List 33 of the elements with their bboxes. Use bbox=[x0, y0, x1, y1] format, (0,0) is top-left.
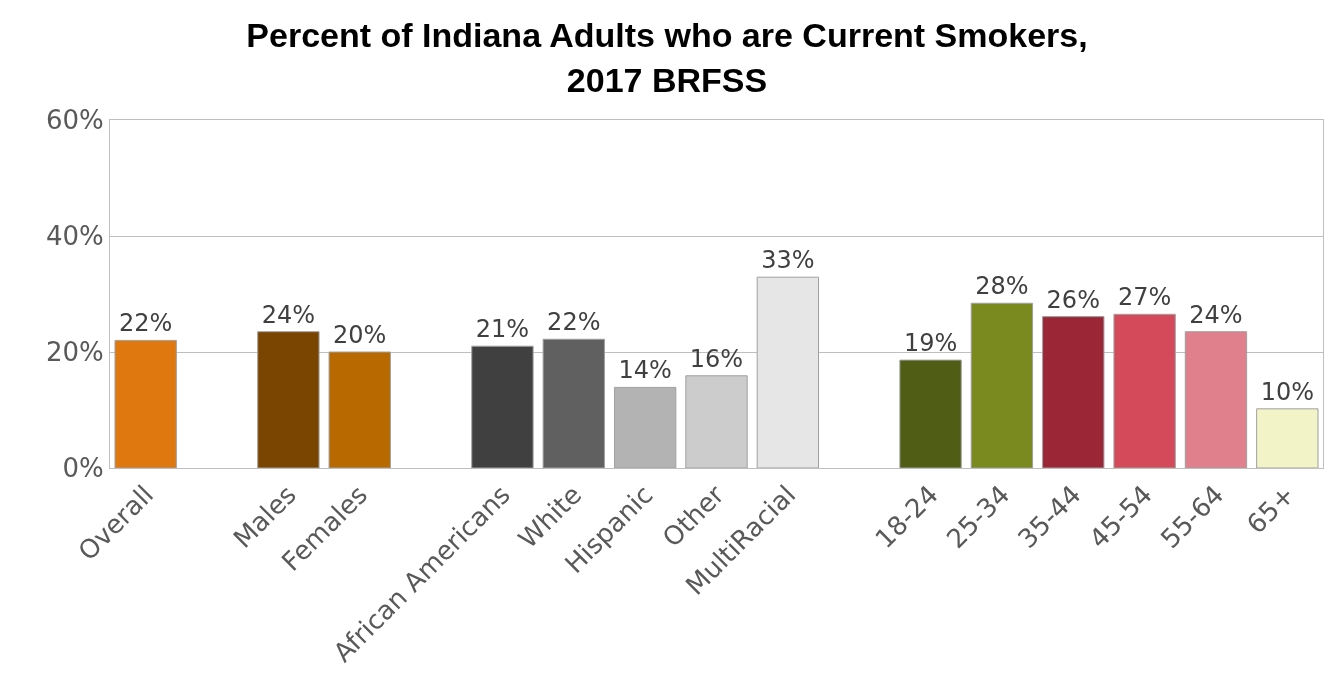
chart-title: Percent of Indiana Adults who are Current Smokers, 2017 BRFSS bbox=[246, 16, 1088, 99]
bar bbox=[1113, 313, 1176, 468]
bar bbox=[685, 375, 748, 468]
data-label: 24% bbox=[261, 300, 316, 329]
bar bbox=[970, 302, 1034, 468]
data-label: 20% bbox=[333, 321, 387, 349]
y-tick-label: 20% bbox=[46, 337, 104, 368]
data-label: 19% bbox=[903, 329, 958, 358]
y-tick-label: 60% bbox=[46, 105, 104, 136]
data-label: 26% bbox=[1046, 285, 1100, 314]
data-label: 16% bbox=[689, 344, 744, 373]
data-label: 10% bbox=[1260, 377, 1314, 406]
bar bbox=[756, 276, 820, 468]
bar bbox=[257, 331, 320, 468]
y-tick-label: 40% bbox=[46, 221, 104, 252]
bar bbox=[328, 351, 391, 468]
data-label: 33% bbox=[761, 246, 815, 275]
bar bbox=[114, 339, 177, 468]
y-tick-label: 0% bbox=[62, 453, 104, 484]
data-label: 22% bbox=[119, 309, 173, 338]
data-label: 24% bbox=[1189, 300, 1243, 329]
bar bbox=[899, 359, 962, 468]
bar bbox=[542, 338, 605, 468]
data-label: 14% bbox=[618, 356, 672, 385]
bar bbox=[1256, 408, 1319, 468]
bar bbox=[471, 345, 534, 468]
data-label: 22% bbox=[547, 308, 601, 337]
bar bbox=[1042, 316, 1105, 468]
bar bbox=[1184, 331, 1248, 468]
x-tick-label: 65+ bbox=[1240, 479, 1301, 540]
data-label: 27% bbox=[1117, 283, 1172, 312]
data-label: 28% bbox=[975, 272, 1029, 301]
data-label: 21% bbox=[475, 315, 530, 344]
